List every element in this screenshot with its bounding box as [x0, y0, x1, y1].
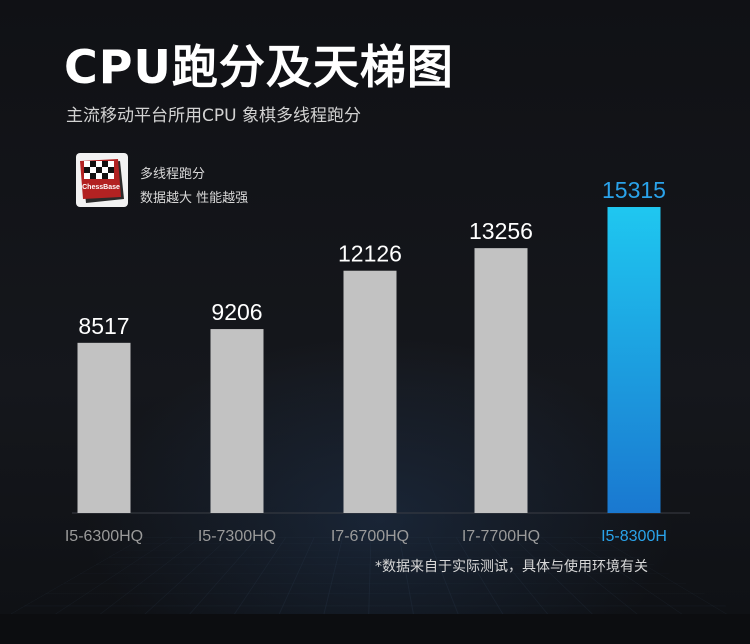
x-tick-label: I7-7700HQ	[462, 528, 540, 545]
footnote: *数据来自于实际测试，具体与使用环境有关	[375, 559, 648, 575]
value-label: 13256	[469, 218, 533, 244]
value-label: 9206	[211, 299, 262, 325]
bar-i5-6300hq	[77, 342, 131, 513]
bottom-band	[0, 614, 750, 644]
bar-i7-6700hq	[343, 270, 397, 513]
bar-i7-7700hq	[474, 248, 528, 513]
page-title: CPU跑分及天梯图	[64, 40, 454, 94]
value-label: 15315	[602, 177, 666, 203]
x-tick-label: I5-8300H	[601, 528, 667, 545]
x-tick-label: I5-6300HQ	[65, 528, 143, 545]
x-tick-label: I7-6700HQ	[331, 528, 409, 545]
bar-i5-8300h	[607, 207, 661, 514]
bar-i5-7300hq	[210, 329, 264, 513]
value-label: 8517	[78, 313, 129, 339]
legend-line-2: 数据越大 性能越强	[140, 191, 249, 206]
chess-board-icon	[84, 161, 114, 179]
chessbase-logo: ChessBase	[76, 153, 128, 207]
x-tick-label: I5-7300HQ	[198, 528, 276, 545]
chessbase-logo-graphic: ChessBase	[80, 159, 124, 203]
legend-line-1: 多线程跑分	[140, 167, 206, 182]
value-label: 12126	[338, 241, 402, 267]
logo-text: ChessBase	[82, 184, 120, 191]
page-subtitle: 主流移动平台所用CPU 象棋多线程跑分	[66, 106, 361, 126]
